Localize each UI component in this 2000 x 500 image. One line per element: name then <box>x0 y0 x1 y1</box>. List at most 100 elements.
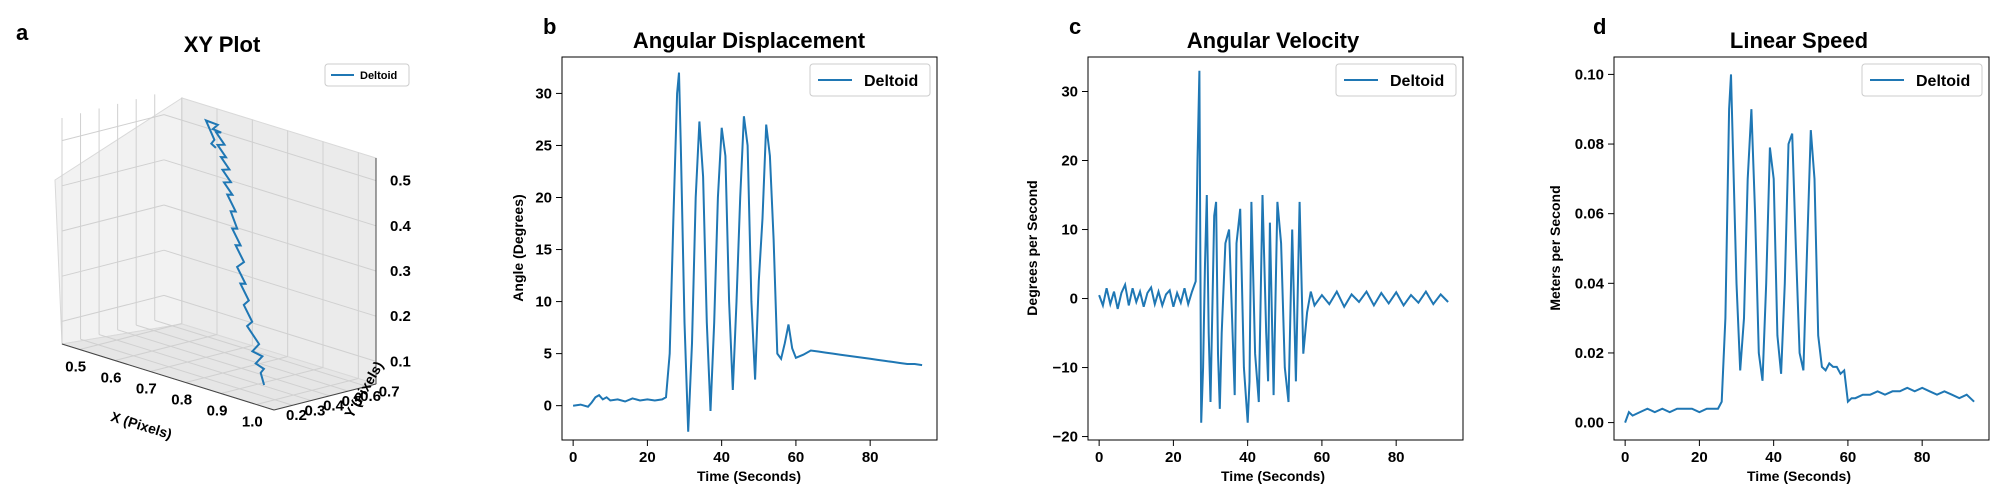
panel-d: d Linear Speed 0 20 40 60 80 0.000.020.040.0… <box>1547 14 1990 484</box>
x-axis-edge-a <box>61 343 275 411</box>
legend-d: Deltoid <box>1861 63 1983 97</box>
grid-line-3d <box>114 334 218 361</box>
grid-line-3d <box>220 367 324 394</box>
chart-title-d: Linear Speed <box>1730 28 1868 53</box>
x-tick-label: 20 <box>1691 449 1708 466</box>
x-tick-label: 40 <box>713 449 730 466</box>
x-tick-label-3d: 0.5 <box>65 359 86 376</box>
y-ticks-b: 0 5 10 15 20 25 30 <box>535 85 562 415</box>
y-tick-label: 0 <box>544 398 552 415</box>
grid-line-3d <box>163 159 377 227</box>
series-line-deltoid-b <box>572 72 923 432</box>
y-tick-label: 0.06 <box>1575 206 1604 223</box>
legend-box-a <box>324 63 410 87</box>
x-tick-label: 80 <box>1388 449 1405 466</box>
legend-box-d <box>1861 63 1983 97</box>
x-tick-label: 60 <box>1314 449 1331 466</box>
y-tick-label-3d: 0.4 <box>323 398 345 415</box>
y-tick-label: −10 <box>1053 360 1078 377</box>
x-tick-label-3d: 0.7 <box>136 381 157 398</box>
grid-line-3d <box>117 329 330 397</box>
chart-title-a: XY Plot <box>184 32 261 57</box>
x-tick-label: 0 <box>1095 449 1103 466</box>
grid-3d <box>61 94 377 411</box>
plot-area-d <box>1613 56 1990 441</box>
panel-c: c Angular Velocity 0 20 40 60 80 −20 −10 0 10 20… <box>1024 14 1464 484</box>
grid-line-3d <box>80 338 293 406</box>
plot-area-c <box>1087 56 1464 441</box>
grid-line-3d <box>150 345 253 372</box>
z-ticks-a: 0.1 0.2 0.3 0.4 0.5 <box>390 173 412 371</box>
z-tick-label-3d: 0.5 <box>390 173 411 190</box>
y-tick-label: 0.08 <box>1575 136 1604 153</box>
x-ticks-a: 0.5 0.6 0.7 0.8 0.9 1.0 <box>65 359 263 431</box>
x-tick-label: 20 <box>639 449 656 466</box>
legend-a: Deltoid <box>324 63 410 87</box>
grid-line-3d <box>61 159 165 187</box>
x-tick-label: 40 <box>1239 449 1256 466</box>
panel-letter-a: a <box>16 20 29 45</box>
y-tick-label: 0.10 <box>1575 66 1604 83</box>
x-tick-label: 80 <box>1914 449 1931 466</box>
plot-area-b <box>561 56 938 441</box>
y-tick-label: 0 <box>1070 291 1078 308</box>
x-tick-label: 80 <box>862 449 879 466</box>
x-tick-label: 40 <box>1765 449 1782 466</box>
x-tick-label: 0 <box>569 449 577 466</box>
grid-line-3d <box>163 249 377 317</box>
y-tick-label: 15 <box>535 242 552 259</box>
grid-line-3d <box>163 114 377 182</box>
grid-line-3d <box>163 204 377 272</box>
x-ticks-d: 0 20 40 60 80 <box>1621 440 1931 466</box>
y-tick-label-3d: 0.7 <box>379 383 400 400</box>
z-tick-label-3d: 0.1 <box>390 353 411 370</box>
y-ticks-c: −20 −10 0 10 20 30 <box>1053 84 1088 446</box>
x-ticks-b: 0 20 40 60 80 <box>569 440 879 466</box>
x-axis-label-c: Time (Seconds) <box>1221 468 1325 484</box>
grid-line-3d <box>185 356 288 383</box>
y-tick-label: 20 <box>1061 153 1078 170</box>
grid-line-3d <box>61 294 165 322</box>
grid-line-3d <box>61 114 165 142</box>
x-tick-label-3d: 0.9 <box>207 403 228 420</box>
y-tick-label: 10 <box>535 294 552 311</box>
y-tick-label-3d: 0.6 <box>360 388 381 405</box>
x-tick-label: 60 <box>788 449 805 466</box>
series-line-deltoid-d <box>1624 74 1975 423</box>
z-tick-label-3d: 0.4 <box>390 218 412 235</box>
legend-box-b <box>809 63 931 97</box>
y-ticks-a: 0.20.30.40.50.60.7 <box>286 383 400 424</box>
legend-c: Deltoid <box>1335 63 1457 97</box>
x-tick-label: 0 <box>1621 449 1629 466</box>
z-tick-label-3d: 0.2 <box>390 308 411 325</box>
x-tick-label: 20 <box>1165 449 1182 466</box>
y-tick-label: 0.02 <box>1575 345 1604 362</box>
x-tick-label-3d: 0.8 <box>171 392 192 409</box>
y-tick-label-3d: 0.2 <box>286 407 307 424</box>
series-line-deltoid-a <box>204 118 266 386</box>
y-tick-label-3d: 0.5 <box>342 393 363 410</box>
legend-label-a: Deltoid <box>360 70 397 82</box>
x-axis-label-d: Time (Seconds) <box>1747 468 1851 484</box>
grid-line-3d <box>79 323 182 350</box>
x-tick-label-3d: 0.6 <box>101 370 122 387</box>
y-tick-label: 25 <box>535 137 552 154</box>
y-axis-label-b: Angle (Degrees) <box>510 194 526 301</box>
legend-label-b: Deltoid <box>864 73 918 90</box>
y-tick-label: 30 <box>1061 84 1078 101</box>
y-tick-label: 0.04 <box>1575 275 1605 292</box>
panel-letter-d: d <box>1593 14 1606 39</box>
x-tick-label-3d: 1.0 <box>242 414 263 431</box>
panel-letter-c: c <box>1069 14 1081 39</box>
y-ticks-d: 0.00 0.02 0.04 0.06 0.08 0.10 <box>1575 66 1614 432</box>
panel-b: b Angular Displacement 0 20 40 60 80 0 5 10 15 2… <box>510 14 938 484</box>
grid-line-3d <box>163 294 377 362</box>
y-tick-label: 30 <box>535 85 552 102</box>
x-axis-label-a: X (Pixels) <box>109 408 174 442</box>
y-tick-label: −20 <box>1053 429 1078 446</box>
legend-b: Deltoid <box>809 63 931 97</box>
panel-a: a XY Plot 0.50.60.70.80.91.0 0.20.30.40.… <box>16 20 412 442</box>
y-tick-label: 10 <box>1061 222 1078 239</box>
x-ticks-c: 0 20 40 60 80 <box>1095 440 1405 466</box>
